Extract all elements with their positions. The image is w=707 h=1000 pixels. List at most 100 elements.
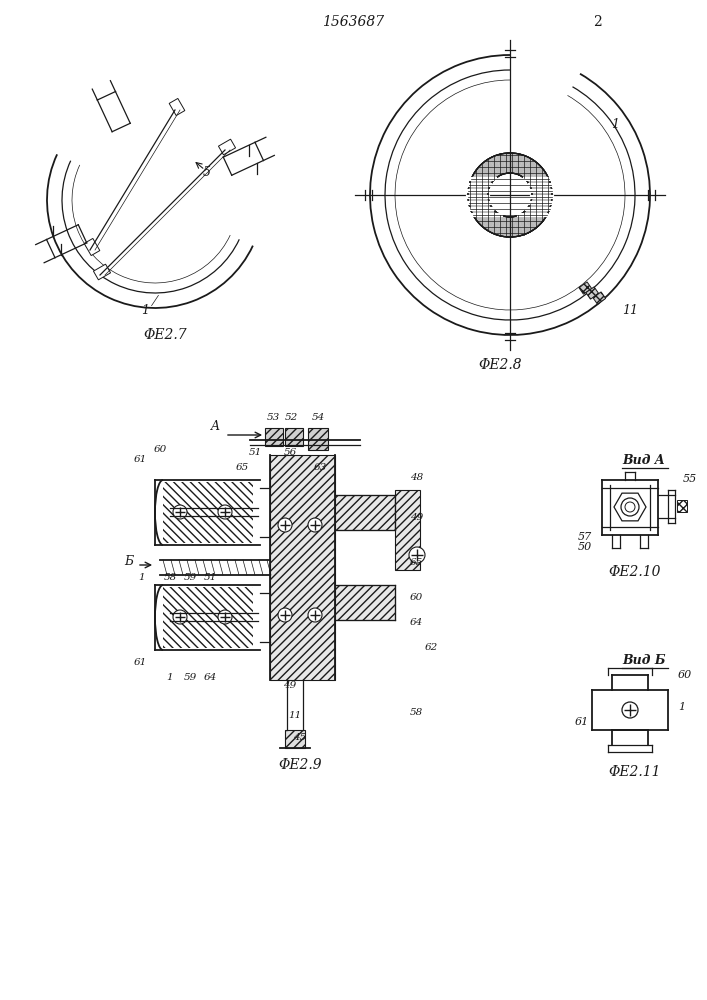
- Text: 49: 49: [410, 513, 423, 522]
- Bar: [586, 287, 599, 299]
- Text: 64: 64: [410, 618, 423, 627]
- Bar: [308, 428, 328, 450]
- Bar: [169, 98, 185, 116]
- Wedge shape: [529, 174, 549, 187]
- Bar: [593, 292, 606, 304]
- Text: 56: 56: [284, 448, 297, 457]
- Wedge shape: [510, 153, 518, 173]
- Text: 55: 55: [683, 474, 697, 484]
- Text: ΦЕ2.9: ΦЕ2.9: [278, 758, 322, 772]
- Wedge shape: [529, 203, 549, 216]
- Text: ΦЕ2.11: ΦЕ2.11: [609, 765, 661, 779]
- Text: Вид Б: Вид Б: [622, 654, 665, 666]
- Wedge shape: [531, 199, 551, 209]
- Bar: [285, 428, 303, 446]
- Text: ΦЕ2.8: ΦЕ2.8: [478, 358, 522, 372]
- Wedge shape: [469, 199, 489, 209]
- Circle shape: [218, 505, 232, 519]
- Bar: [677, 500, 687, 512]
- Circle shape: [621, 498, 639, 516]
- Wedge shape: [518, 214, 531, 234]
- Text: 52: 52: [284, 413, 298, 422]
- Wedge shape: [521, 159, 537, 178]
- Text: 1563687: 1563687: [322, 15, 384, 29]
- Wedge shape: [503, 153, 510, 173]
- Text: 50: 50: [578, 542, 592, 552]
- Wedge shape: [483, 159, 499, 178]
- Circle shape: [173, 505, 187, 519]
- Wedge shape: [518, 156, 531, 176]
- Text: ΦЕ2.7: ΦЕ2.7: [144, 328, 187, 342]
- Text: 59: 59: [183, 573, 197, 582]
- Text: 65: 65: [410, 558, 423, 567]
- Wedge shape: [496, 216, 506, 236]
- Text: 2: 2: [592, 15, 602, 29]
- Wedge shape: [521, 212, 537, 231]
- Bar: [335, 495, 395, 530]
- Wedge shape: [483, 212, 499, 231]
- Wedge shape: [474, 168, 493, 184]
- Text: ΦЕ2.10: ΦЕ2.10: [609, 565, 661, 579]
- Bar: [218, 139, 235, 155]
- Bar: [163, 482, 253, 543]
- Wedge shape: [471, 203, 491, 216]
- Wedge shape: [531, 181, 551, 191]
- Text: 63: 63: [313, 463, 327, 472]
- Bar: [285, 730, 305, 748]
- Circle shape: [409, 547, 425, 563]
- Wedge shape: [468, 188, 489, 195]
- Text: 60: 60: [678, 670, 692, 680]
- Text: 5: 5: [203, 165, 211, 178]
- Bar: [84, 238, 100, 256]
- Bar: [163, 587, 253, 648]
- Text: 65: 65: [235, 463, 249, 472]
- Wedge shape: [510, 217, 518, 237]
- Text: 49: 49: [284, 681, 297, 690]
- Wedge shape: [478, 209, 496, 227]
- Wedge shape: [527, 168, 547, 184]
- Text: 64: 64: [204, 673, 216, 682]
- Wedge shape: [469, 181, 489, 191]
- Wedge shape: [524, 209, 542, 227]
- Text: 11: 11: [622, 304, 638, 316]
- Text: 1: 1: [139, 573, 145, 582]
- Circle shape: [308, 608, 322, 622]
- Text: 57: 57: [578, 532, 592, 542]
- Text: 58: 58: [410, 708, 423, 717]
- Bar: [270, 455, 335, 680]
- Wedge shape: [532, 188, 552, 195]
- Text: 61: 61: [134, 658, 147, 667]
- Wedge shape: [527, 206, 547, 222]
- Text: Б: Б: [124, 555, 133, 568]
- Text: 11: 11: [288, 711, 302, 720]
- Text: A: A: [211, 420, 220, 433]
- Wedge shape: [474, 206, 493, 222]
- Bar: [579, 282, 592, 294]
- Wedge shape: [503, 217, 510, 237]
- Text: 62: 62: [425, 643, 438, 652]
- Circle shape: [278, 608, 292, 622]
- Wedge shape: [514, 216, 525, 236]
- Wedge shape: [489, 156, 503, 176]
- Text: 1: 1: [167, 673, 173, 682]
- Text: 1: 1: [678, 702, 685, 712]
- Circle shape: [308, 518, 322, 532]
- Text: 51: 51: [204, 573, 216, 582]
- Wedge shape: [471, 174, 491, 187]
- Text: 48: 48: [410, 473, 423, 482]
- Bar: [335, 585, 395, 620]
- Text: 59: 59: [183, 673, 197, 682]
- Text: 61: 61: [575, 717, 589, 727]
- Wedge shape: [532, 195, 552, 202]
- Wedge shape: [496, 154, 506, 174]
- Text: 61: 61: [134, 455, 147, 464]
- Text: Вид A: Вид A: [622, 454, 665, 466]
- Text: 58: 58: [163, 573, 177, 582]
- Text: 60: 60: [410, 593, 423, 602]
- Text: 53: 53: [267, 413, 280, 422]
- Circle shape: [278, 518, 292, 532]
- Text: 1: 1: [141, 304, 149, 316]
- Circle shape: [218, 610, 232, 624]
- Wedge shape: [468, 195, 489, 202]
- Wedge shape: [524, 163, 542, 181]
